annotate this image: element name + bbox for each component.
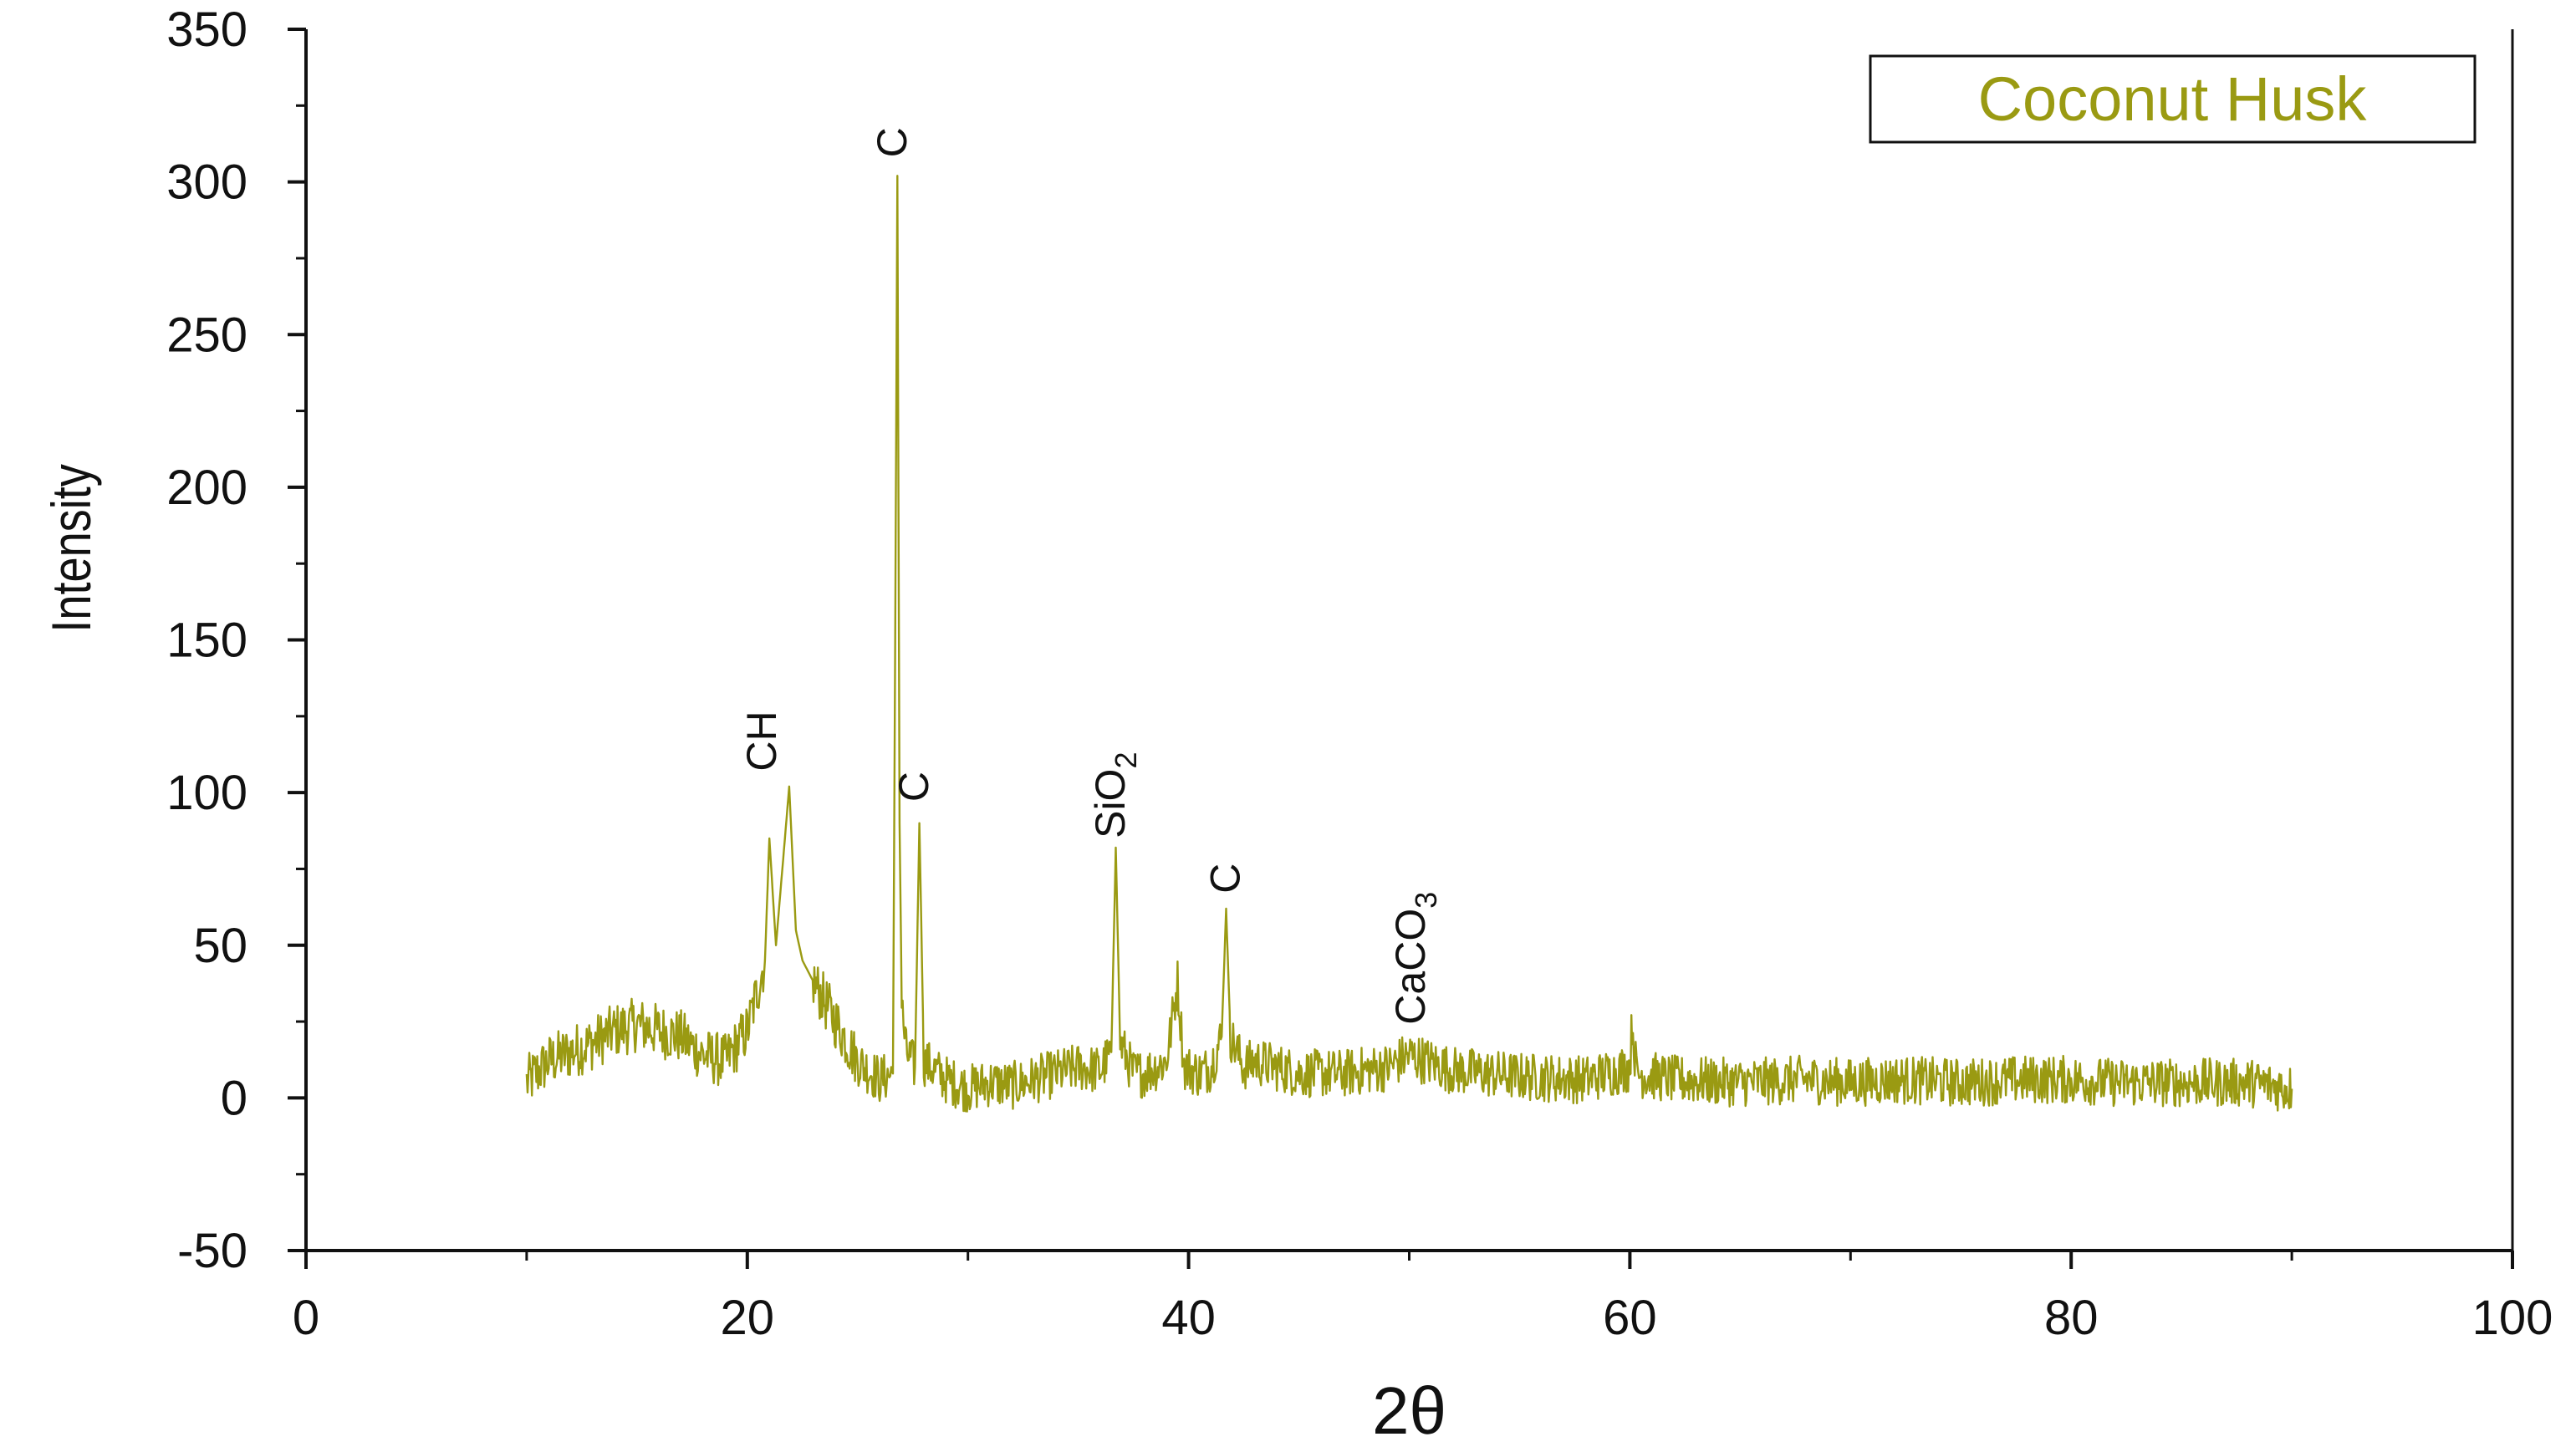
peak-annotation: C: [869, 127, 916, 157]
legend-box: [1869, 54, 2477, 144]
legend-entry: Coconut Husk: [1978, 64, 2368, 134]
y-axis-title: Intensity: [40, 463, 102, 632]
y-tick-label: 350: [166, 3, 247, 57]
labels: 2θ Intensity C CH C SiO2 C CaCO3: [40, 127, 1446, 1447]
y-tick-label: 150: [166, 614, 247, 668]
y-tick-label: 300: [166, 155, 247, 210]
axes: -50 0 50 100 150 200 250 300 350 0 20 40 60 80 100: [166, 3, 2553, 1345]
y-tick-label: 200: [166, 461, 247, 515]
y-tick-label: 250: [166, 308, 247, 362]
x-tick-label: 20: [721, 1291, 775, 1345]
peak-annotation: CH: [738, 711, 785, 771]
x-axis-title: 2θ: [1372, 1373, 1446, 1447]
y-tick-label: 0: [221, 1071, 247, 1125]
peak-annotation: SiO2: [1087, 752, 1143, 838]
peak-annotation: CaCO3: [1387, 892, 1443, 1025]
y-tick-label: 50: [193, 919, 247, 973]
x-tick-label: 80: [2044, 1291, 2099, 1345]
x-tick-label: 100: [2472, 1291, 2553, 1345]
legend: Coconut Husk: [1869, 54, 2477, 144]
peak-annotation: C: [1201, 864, 1248, 894]
peak-annotation: C: [890, 772, 937, 802]
x-tick-label: 0: [293, 1291, 319, 1345]
plot-area: [525, 175, 2293, 1113]
y-tick-label: -50: [177, 1224, 247, 1278]
x-tick-label: 60: [1603, 1291, 1657, 1345]
x-tick-label: 40: [1161, 1291, 1216, 1345]
series-line-coconut-husk: [525, 175, 2293, 1113]
y-tick-label: 100: [166, 766, 247, 820]
